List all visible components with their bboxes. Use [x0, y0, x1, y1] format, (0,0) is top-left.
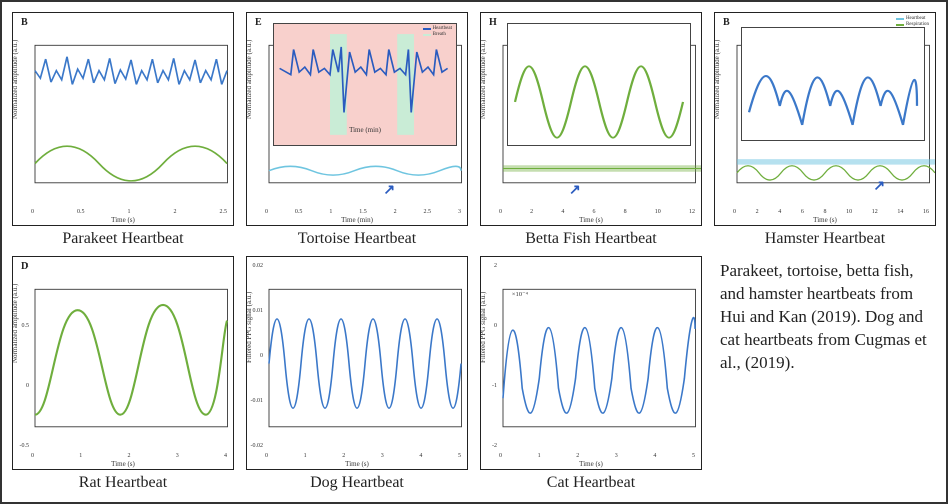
panel-letter: H	[489, 17, 497, 28]
chart-grid: B Normalized amplitude (a.u.) Time (s) 0…	[12, 12, 936, 492]
cell-citation: Parakeet, tortoise, betta fish, and hams…	[714, 256, 936, 492]
caption-hamster: Hamster Heartbeat	[765, 230, 885, 248]
yticks-rat: 10.50-0.5	[19, 263, 29, 449]
ylabel: Filtered PPG signal (a.u.)	[246, 292, 253, 363]
xticks-dog: 012345	[265, 453, 461, 459]
cell-dog: Filtered PPG signal (a.u.) Time (s) 0123…	[246, 256, 468, 492]
xlabel: Time (s)	[813, 216, 837, 224]
caption-cat: Cat Heartbeat	[547, 474, 635, 492]
rat-svg	[13, 257, 233, 469]
svg-text:×10⁻⁴: ×10⁻⁴	[512, 291, 529, 298]
legend-breath: Breath	[433, 32, 446, 37]
xticks-betta: 024681012	[499, 209, 695, 215]
yticks-cat: 20-1-2	[487, 263, 497, 449]
chart-cat: ×10⁻⁴ Filtered PPG signal (a.u.) Time (s…	[480, 256, 702, 470]
ylabel: Normalized amplitude (a.u.)	[246, 40, 253, 119]
ylabel: Normalized amplitude (a.u.)	[12, 284, 19, 363]
caption-rat: Rat Heartbeat	[79, 474, 167, 492]
tortoise-inset-svg: Time (min)	[274, 24, 456, 145]
xlabel: Time (s)	[579, 216, 603, 224]
chart-hamster: B Heartbeat Respiration ↗ Normalized amp…	[714, 12, 936, 226]
hamster-inset	[741, 27, 925, 141]
xlabel: Time (s)	[111, 216, 135, 224]
caption-betta: Betta Fish Heartbeat	[525, 230, 657, 248]
cell-betta: H ↗ Normalized amplitude (a.u.) Time (s)…	[480, 12, 702, 248]
tortoise-inset: Time (min) Heartbeat Breath	[273, 23, 457, 146]
cell-parakeet: B Normalized amplitude (a.u.) Time (s) 0…	[12, 12, 234, 248]
ylabel: Normalized amplitude (a.u.)	[12, 40, 19, 119]
arrow-icon: ↗	[569, 182, 581, 199]
chart-rat: D Normalized amplitude (a.u.) Time (s) 0…	[12, 256, 234, 470]
betta-inset-svg	[508, 24, 690, 145]
cell-rat: D Normalized amplitude (a.u.) Time (s) 0…	[12, 256, 234, 492]
caption-parakeet: Parakeet Heartbeat	[62, 230, 183, 248]
cell-cat: ×10⁻⁴ Filtered PPG signal (a.u.) Time (s…	[480, 256, 702, 492]
xticks-cat: 012345	[499, 453, 695, 459]
xlabel: Time (s)	[111, 460, 135, 468]
yticks-dog: 0.020.010-0.01-0.02	[253, 263, 263, 449]
legend-hb: Heartbeat	[906, 16, 925, 21]
panel-letter: E	[255, 17, 262, 28]
hamster-inset-svg	[742, 28, 924, 140]
legend-hb: Heartbeat	[433, 26, 452, 31]
xticks-hamster: 0246810121416	[733, 209, 929, 215]
tortoise-legend: Heartbeat Breath	[423, 26, 452, 37]
hamster-legend: Heartbeat Respiration	[896, 16, 929, 27]
betta-inset	[507, 23, 691, 146]
xticks-tortoise: 00.511.522.53	[265, 209, 461, 215]
xlabel: Time (s)	[345, 460, 369, 468]
caption-tortoise: Tortoise Heartbeat	[298, 230, 416, 248]
arrow-icon: ↗	[383, 182, 395, 199]
citation-text: Parakeet, tortoise, betta fish, and hams…	[714, 256, 936, 379]
xlabel: Time (s)	[579, 460, 603, 468]
svg-text:Time (min): Time (min)	[349, 126, 381, 134]
chart-tortoise: E Time (min) Heartbeat Breath ↗	[246, 12, 468, 226]
xticks-rat: 01234	[31, 453, 227, 459]
xlabel: Time (min)	[341, 216, 373, 224]
panel-letter: B	[723, 17, 730, 28]
xticks-parakeet: 00.5122.5	[31, 209, 227, 215]
cell-hamster: B Heartbeat Respiration ↗ Normalized amp…	[714, 12, 936, 248]
parakeet-svg	[13, 13, 233, 225]
ylabel: Normalized amplitude (a.u.)	[480, 40, 487, 119]
ylabel: Filtered PPG signal (a.u.)	[480, 292, 487, 363]
legend-resp: Respiration	[906, 22, 929, 27]
panel-letter: B	[21, 17, 28, 28]
chart-dog: Filtered PPG signal (a.u.) Time (s) 0123…	[246, 256, 468, 470]
caption-dog: Dog Heartbeat	[310, 474, 404, 492]
arrow-icon: ↗	[873, 178, 885, 195]
chart-parakeet: B Normalized amplitude (a.u.) Time (s) 0…	[12, 12, 234, 226]
cell-tortoise: E Time (min) Heartbeat Breath ↗	[246, 12, 468, 248]
chart-betta: H ↗ Normalized amplitude (a.u.) Time (s)…	[480, 12, 702, 226]
dog-svg	[247, 257, 467, 469]
cat-svg: ×10⁻⁴	[481, 257, 701, 469]
ylabel: Normalized amplitude (a.u.)	[714, 40, 721, 119]
